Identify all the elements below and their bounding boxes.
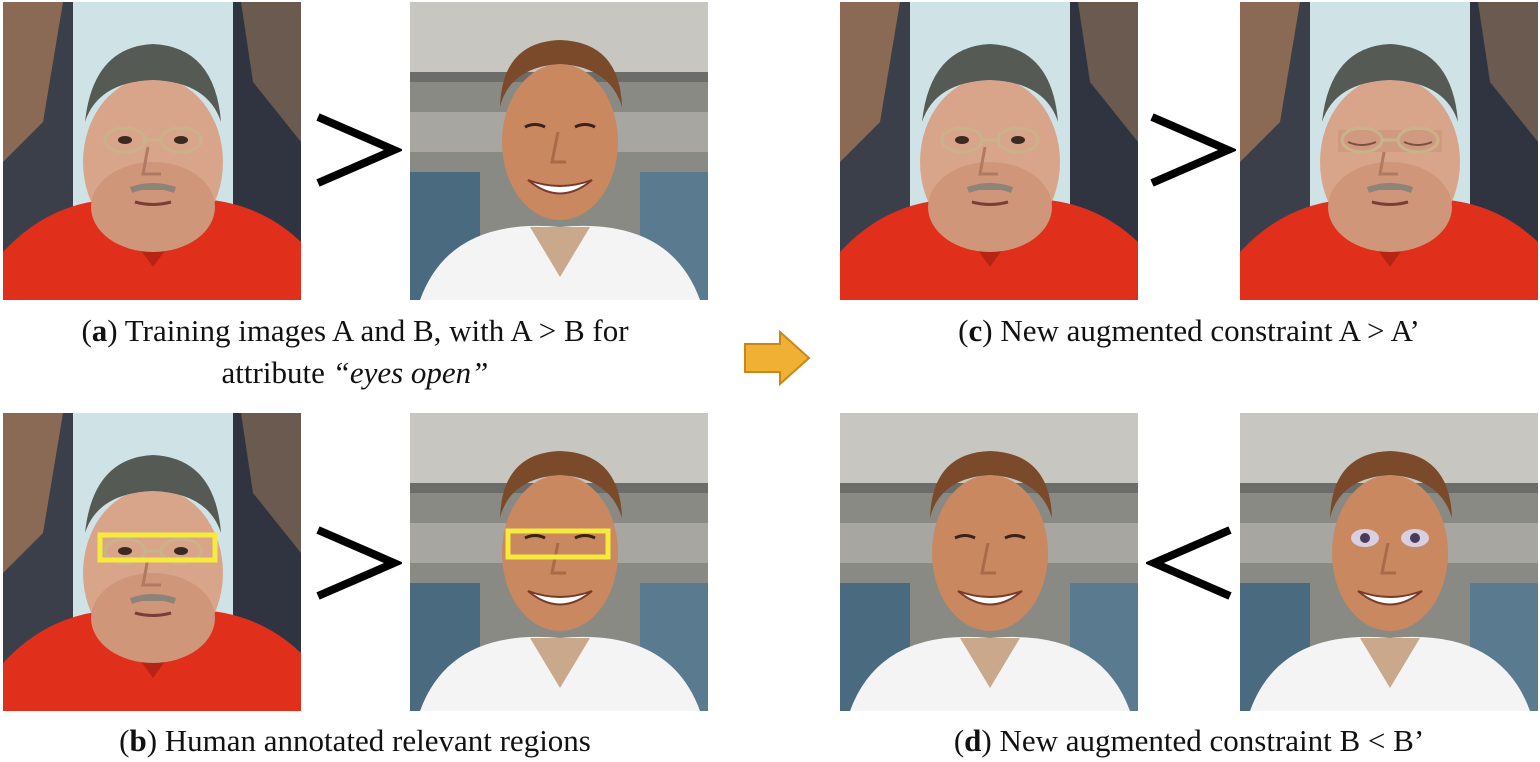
- caption-b-letter: b: [129, 723, 147, 758]
- annotation-box-b: [505, 528, 611, 560]
- image-b-prime-panel-d: [1240, 413, 1538, 711]
- caption-a-attribute: “eyes open”: [332, 355, 489, 390]
- caption-b-text: Human annotated relevant regions: [164, 723, 591, 758]
- greater-than-symbol-a: [312, 105, 402, 195]
- caption-a: (a) Training images A and B, with A > B …: [81, 313, 629, 390]
- greater-than-symbol-c: [1146, 105, 1236, 195]
- caption-a-line2-prefix: attribute: [221, 355, 325, 390]
- caption-a-line1: Training images A and B, with A > B for: [124, 313, 629, 348]
- caption-c-text: New augmented constraint A > A’: [1000, 313, 1420, 348]
- image-b-panel-b: [410, 413, 708, 711]
- caption-d-text: New augmented constraint B < B’: [999, 723, 1425, 758]
- caption-c: (c) New augmented constraint A > A’: [958, 313, 1420, 348]
- caption-a-letter: a: [91, 313, 108, 348]
- image-a-panel-c: [840, 2, 1138, 300]
- image-a-panel-b: [3, 413, 301, 711]
- image-a-prime-panel-c: [1240, 2, 1538, 300]
- caption-b: (b) Human annotated relevant regions: [119, 723, 591, 758]
- right-arrow-icon: [744, 329, 811, 387]
- image-b-panel-a: [410, 2, 708, 300]
- image-b-panel-d: [840, 413, 1138, 711]
- less-than-symbol-d: [1146, 518, 1236, 608]
- greater-than-symbol-b: [312, 518, 402, 608]
- caption-d: (d) New augmented constraint B < B’: [953, 723, 1425, 758]
- annotation-box-a: [97, 532, 218, 563]
- caption-d-letter: d: [964, 723, 982, 758]
- image-a-panel-a: [3, 2, 301, 300]
- caption-c-letter: c: [968, 313, 983, 348]
